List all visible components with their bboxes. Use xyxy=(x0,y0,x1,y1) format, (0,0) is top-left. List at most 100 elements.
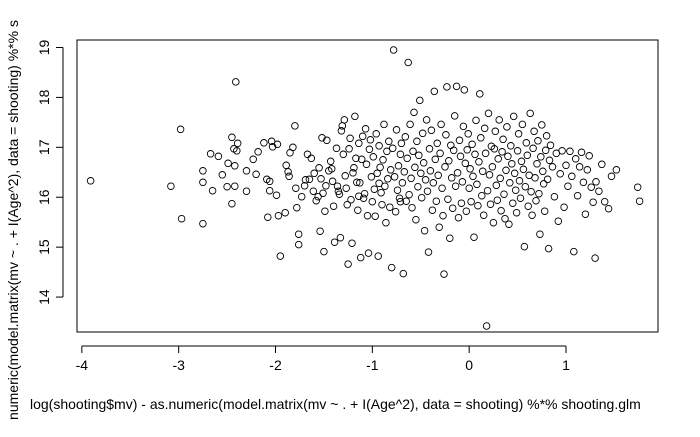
data-point xyxy=(224,159,232,168)
data-point xyxy=(385,137,393,146)
data-point xyxy=(228,133,236,142)
data-point xyxy=(365,145,374,154)
data-point xyxy=(579,178,588,187)
data-point xyxy=(545,156,554,165)
data-point xyxy=(566,147,574,156)
data-point xyxy=(490,145,499,153)
data-point xyxy=(570,247,578,256)
data-point xyxy=(562,161,570,170)
data-point xyxy=(432,197,441,205)
data-point xyxy=(242,167,251,175)
x-tick-label: -4 xyxy=(76,357,89,373)
data-point xyxy=(480,124,489,133)
data-point xyxy=(405,190,413,199)
data-point xyxy=(530,127,538,136)
x-tick-label: 1 xyxy=(562,357,570,373)
data-point xyxy=(583,166,592,174)
data-point xyxy=(423,187,432,195)
data-point xyxy=(417,169,425,178)
data-point xyxy=(535,189,543,198)
data-point xyxy=(374,252,382,260)
data-point xyxy=(492,181,501,190)
data-point xyxy=(560,203,568,211)
data-point xyxy=(336,233,345,242)
data-point xyxy=(413,137,421,146)
data-point xyxy=(536,230,544,238)
data-point xyxy=(564,182,572,190)
data-point xyxy=(358,132,367,141)
data-point xyxy=(370,185,379,193)
data-point xyxy=(499,135,507,144)
data-point xyxy=(335,190,344,198)
data-point xyxy=(612,166,621,174)
data-point xyxy=(635,197,644,205)
data-point xyxy=(353,178,361,187)
data-point xyxy=(254,148,262,156)
data-point xyxy=(231,182,239,190)
data-point xyxy=(218,171,227,179)
data-point xyxy=(531,174,539,182)
y-tick-label: 14 xyxy=(36,289,52,305)
data-point xyxy=(339,150,348,159)
data-point xyxy=(513,147,522,155)
data-point xyxy=(426,167,435,175)
data-point xyxy=(354,206,362,214)
data-point xyxy=(355,139,363,148)
data-point xyxy=(436,149,444,158)
data-point xyxy=(550,192,559,201)
data-point xyxy=(375,142,383,150)
data-point xyxy=(514,130,523,138)
data-point xyxy=(411,163,419,172)
data-point xyxy=(425,145,434,153)
data-point xyxy=(379,156,387,164)
data-point xyxy=(314,192,322,201)
data-point xyxy=(519,165,528,174)
data-point xyxy=(378,200,386,209)
data-point xyxy=(448,204,457,212)
data-point xyxy=(532,196,540,205)
x-tick-label: -1 xyxy=(366,357,379,373)
data-point xyxy=(292,184,300,192)
data-point xyxy=(467,197,475,206)
data-point xyxy=(297,192,306,201)
data-point xyxy=(362,160,371,169)
data-point xyxy=(394,162,403,170)
data-point xyxy=(450,112,459,120)
data-point xyxy=(462,207,471,215)
data-point xyxy=(468,140,476,149)
data-point xyxy=(382,218,390,227)
data-point xyxy=(384,175,392,183)
data-point xyxy=(607,172,616,181)
data-point xyxy=(334,187,343,195)
data-point xyxy=(469,172,477,181)
data-point xyxy=(446,234,454,242)
y-axis: 14 15 16 17 18 19 xyxy=(36,40,64,305)
data-point xyxy=(349,169,357,177)
data-point xyxy=(415,151,423,160)
data-point xyxy=(477,134,485,142)
data-point xyxy=(350,164,358,172)
data-point xyxy=(471,150,479,159)
data-point xyxy=(439,211,447,220)
data-point xyxy=(494,155,502,163)
data-point xyxy=(495,116,503,124)
data-point xyxy=(538,121,546,129)
data-point xyxy=(342,184,350,192)
data-point xyxy=(291,122,299,130)
data-point xyxy=(505,220,513,228)
data-point xyxy=(517,157,526,166)
x-axis: -4 -3 -2 -1 0 1 xyxy=(76,345,570,373)
data-point xyxy=(307,154,316,163)
data-point xyxy=(453,169,462,177)
data-point xyxy=(368,197,377,206)
data-point xyxy=(366,136,375,144)
data-point xyxy=(589,198,597,206)
data-point xyxy=(556,170,564,178)
data-point xyxy=(312,196,320,205)
data-point xyxy=(260,139,268,147)
data-point xyxy=(208,186,217,195)
data-point xyxy=(581,210,590,218)
data-point xyxy=(464,130,472,138)
data-point xyxy=(470,233,478,241)
data-point xyxy=(419,159,428,167)
